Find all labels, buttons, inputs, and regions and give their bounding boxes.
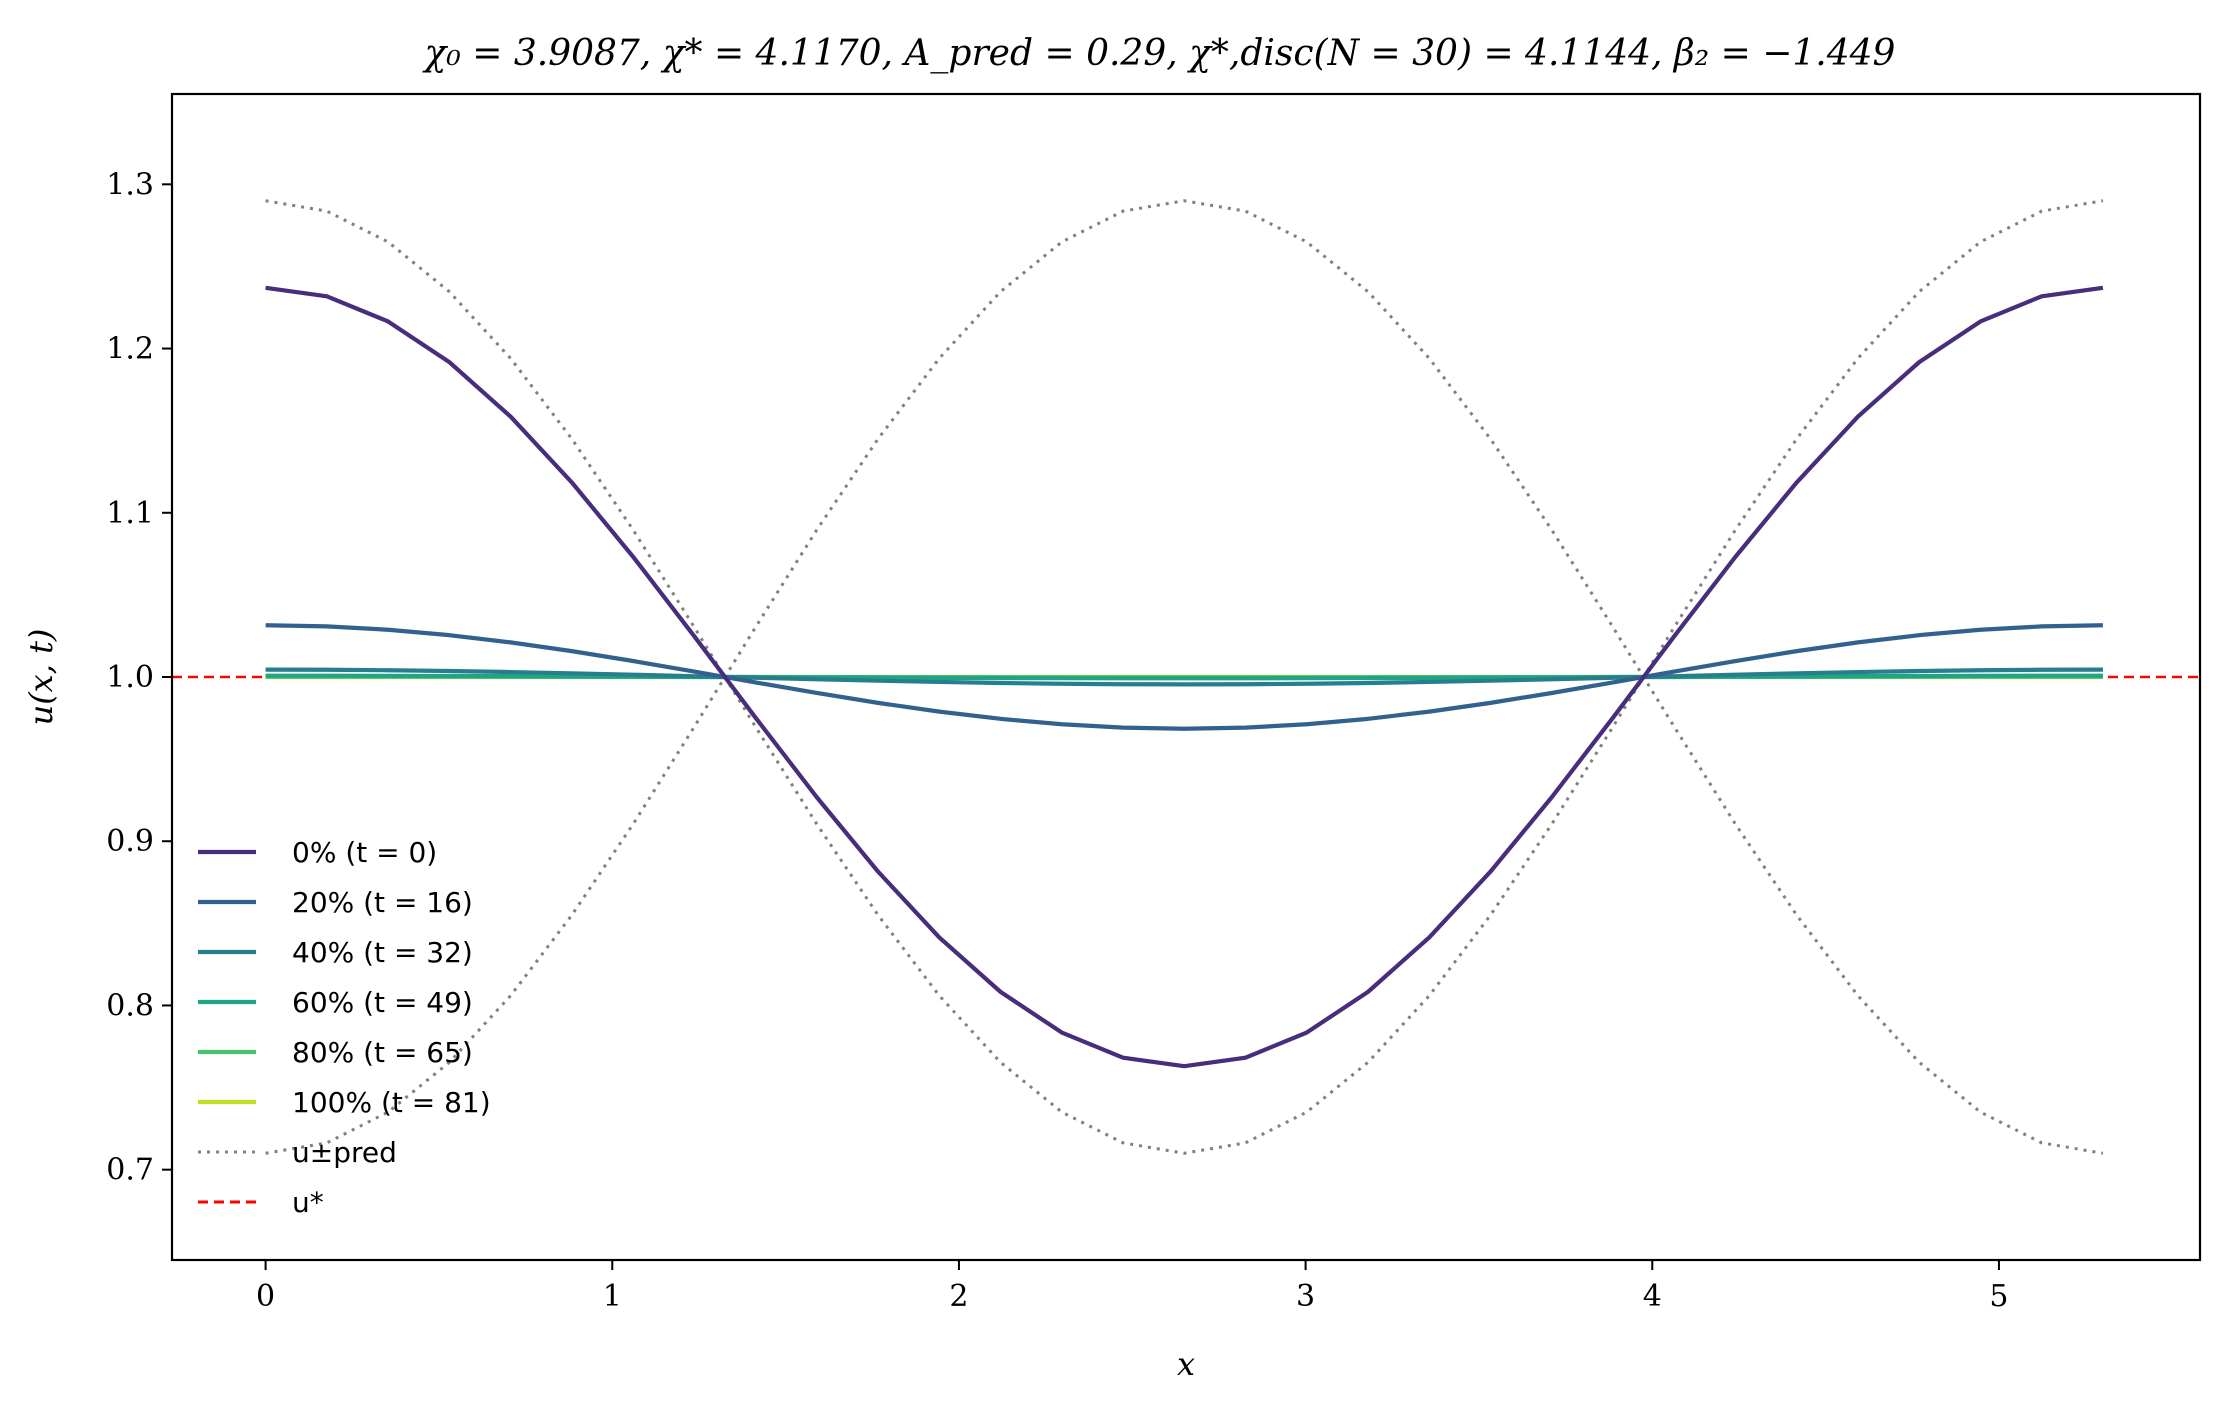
y-tick-label: 1.2 bbox=[106, 332, 154, 367]
y-tick-label: 1.0 bbox=[106, 660, 154, 695]
series-line-6-minus bbox=[265, 199, 2104, 1155]
y-tick-label: 0.8 bbox=[106, 988, 154, 1023]
y-tick-label: 1.3 bbox=[106, 167, 154, 202]
x-axis: 0 1 2 3 4 5 bbox=[256, 1260, 2008, 1314]
x-tick-label: 4 bbox=[1643, 1279, 1662, 1314]
legend-label: 40% (t = 32) bbox=[292, 936, 473, 969]
series-line-6-plus bbox=[265, 199, 2104, 1155]
series-line-0 bbox=[265, 285, 2104, 1069]
x-tick-label: 5 bbox=[1989, 1279, 2008, 1314]
x-axis-label: x bbox=[1177, 1345, 1195, 1383]
legend-label: 100% (t = 81) bbox=[292, 1086, 491, 1119]
legend-label: u±pred bbox=[292, 1136, 397, 1169]
y-axis-label: u(x, t) bbox=[22, 629, 60, 726]
chart-title: χ₀ = 3.9087, χ* = 4.1170, A_pred = 0.29,… bbox=[422, 33, 1896, 74]
legend-label: 80% (t = 65) bbox=[292, 1036, 473, 1069]
legend-label: 0% (t = 0) bbox=[292, 836, 437, 869]
legend-label: 60% (t = 49) bbox=[292, 986, 473, 1019]
y-axis: 0.7 0.8 0.9 1.0 1.1 1.2 1.3 bbox=[106, 167, 172, 1188]
x-tick-label: 1 bbox=[603, 1279, 622, 1314]
x-tick-label: 0 bbox=[256, 1279, 275, 1314]
x-tick-label: 2 bbox=[949, 1279, 968, 1314]
series-line-3 bbox=[265, 673, 2103, 681]
y-tick-label: 0.7 bbox=[106, 1153, 154, 1188]
x-tick-label: 3 bbox=[1296, 1279, 1315, 1314]
y-tick-label: 1.1 bbox=[106, 496, 154, 531]
legend-label: u* bbox=[292, 1186, 324, 1219]
series-line-1 bbox=[265, 623, 2103, 731]
legend-label: 20% (t = 16) bbox=[292, 886, 473, 919]
legend: 0% (t = 0) 20% (t = 16) 40% (t = 32) 60% (t… bbox=[198, 836, 491, 1219]
y-tick-label: 0.9 bbox=[106, 824, 154, 859]
plot-area bbox=[172, 199, 2200, 1155]
series-line-2 bbox=[265, 667, 2103, 687]
